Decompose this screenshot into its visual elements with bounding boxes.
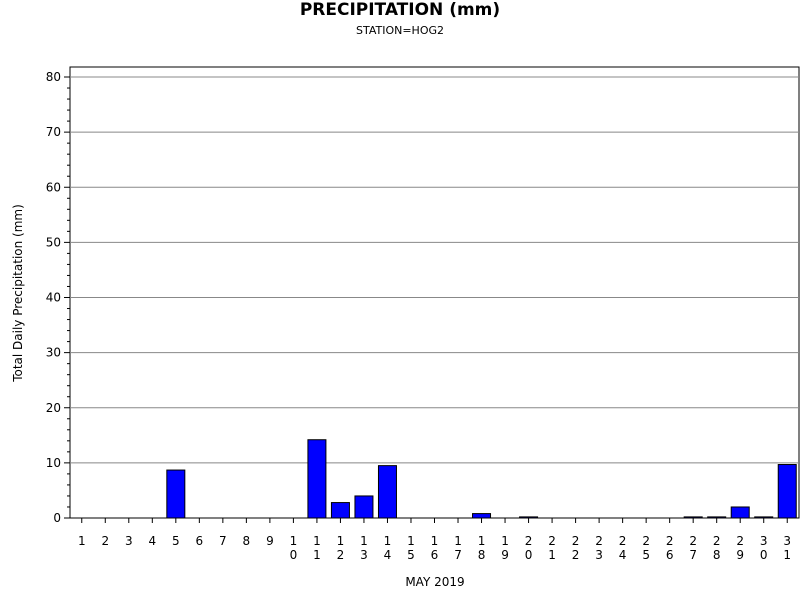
plot-frame — [69, 66, 800, 519]
precip-bar — [354, 495, 374, 519]
y-tick-label: 70 — [46, 125, 61, 139]
y-tick-label: 10 — [46, 456, 61, 470]
x-tick-label: 3 — [125, 534, 133, 548]
x-tick-label: 5 — [172, 534, 180, 548]
x-tick-label: 9 — [266, 534, 274, 548]
x-tick-label: 4 — [148, 534, 156, 548]
precip-bar — [519, 516, 539, 519]
y-tick-label: 60 — [46, 180, 61, 194]
x-axis-label: MAY 2019 — [405, 575, 465, 589]
precip-bar — [166, 469, 186, 519]
chart-subtitle: STATION=HOG2 — [355, 24, 445, 37]
y-tick-label: 50 — [46, 235, 61, 249]
precip-bar — [307, 439, 327, 519]
precip-bar — [777, 464, 797, 519]
x-tick-label: 6 — [196, 534, 204, 548]
precip-bar — [707, 516, 727, 519]
precip-bar — [730, 506, 750, 519]
y-tick-label: 0 — [53, 511, 61, 525]
y-tick-label: 30 — [46, 346, 61, 360]
precip-bar — [377, 465, 397, 519]
y-tick-label: 40 — [46, 291, 61, 305]
precip-bar — [330, 502, 350, 519]
y-tick-label: 80 — [46, 70, 61, 84]
chart-title: PRECIPITATION (mm) — [299, 0, 501, 20]
precip-bar — [683, 516, 703, 519]
x-tick-label: 7 — [219, 534, 227, 548]
y-tick-label: 20 — [46, 401, 61, 415]
precip-bar — [754, 516, 774, 519]
x-tick-label: 1 — [78, 534, 86, 548]
precip-bar — [472, 513, 492, 519]
x-tick-label: 8 — [243, 534, 251, 548]
x-tick-label: 2 — [101, 534, 109, 548]
